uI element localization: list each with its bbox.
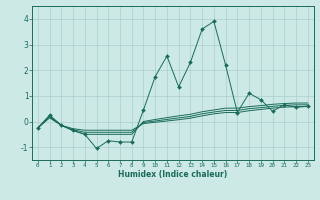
X-axis label: Humidex (Indice chaleur): Humidex (Indice chaleur)	[118, 170, 228, 179]
